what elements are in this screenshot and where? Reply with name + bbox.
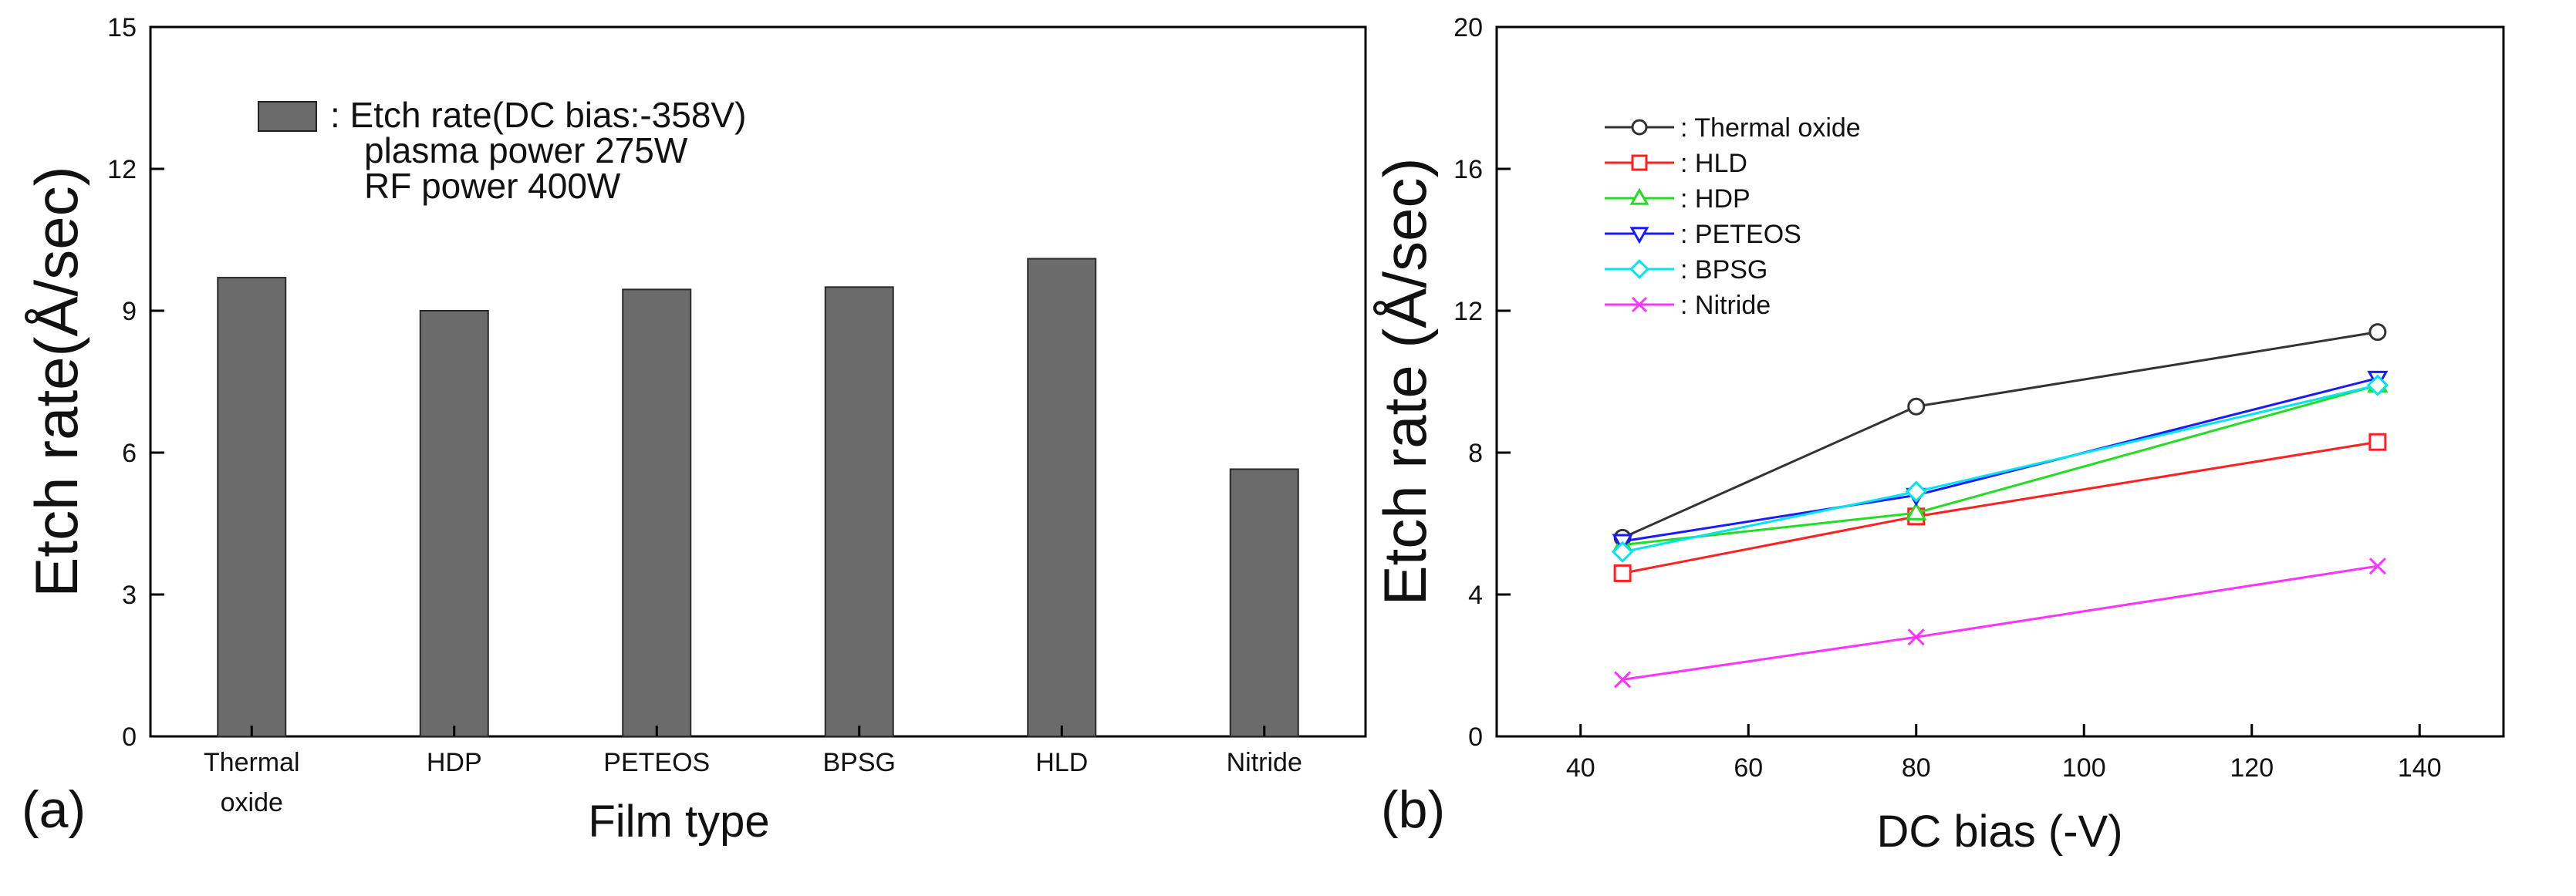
data-point-diamond <box>1905 480 1927 503</box>
series-group <box>1612 370 2389 553</box>
x-tick-label: Thermal <box>204 748 300 777</box>
legend-entry: : HLD <box>1605 149 1747 178</box>
bar-chart-panel: 0 3 6 9 12 15 Thermal oxide HDP PETEOS BPSG HLD Nit… <box>22 13 1367 847</box>
data-point-x <box>1907 628 1925 646</box>
legend-label: : HDP <box>1680 184 1751 214</box>
y-tick-label: 0 <box>122 723 137 752</box>
panel-label-a: (a) <box>22 780 86 839</box>
series-group <box>1613 433 2387 582</box>
data-point-square <box>1613 564 1632 582</box>
data-point-circle <box>2368 323 2387 342</box>
legend-label: : Etch rate(DC bias:-358V) <box>330 95 746 135</box>
legend-swatch <box>258 101 317 132</box>
x-axis-title-a: Film type <box>588 797 769 847</box>
x-axis-title-b: DC bias (-V) <box>1876 807 2122 857</box>
legend-label: : BPSG <box>1680 255 1767 285</box>
data-point-diamond <box>1612 541 1634 563</box>
series-line <box>1622 440 2378 574</box>
legend-label: : PETEOS <box>1680 220 1801 249</box>
bar <box>622 288 692 737</box>
x-tick-label: 100 <box>2062 753 2106 783</box>
x-tick-label: 40 <box>1566 753 1595 783</box>
line-chart-panel: 0 4 8 12 16 20 40 60 80 100 120 140 : Thermal oxid… <box>1371 13 2505 857</box>
legend-b: : Thermal oxide : HLD : HDP : PETEOS : BPSG:… <box>1605 113 1861 320</box>
y-axis-a: 0 3 6 9 12 15 <box>107 13 164 752</box>
data-point-x <box>1631 296 1648 313</box>
data-point-triangle-down <box>1629 227 1649 244</box>
series-line <box>1622 564 2378 681</box>
legend-entry: : HDP <box>1605 184 1751 214</box>
data-point-circle <box>1907 397 1926 416</box>
x-axis-b: 40 60 80 100 120 140 <box>1566 724 2442 783</box>
y-tick-label: 0 <box>1468 723 1483 752</box>
y-tick-label: 12 <box>1453 297 1483 326</box>
series-line <box>1622 384 2378 554</box>
data-point-square <box>2368 433 2387 451</box>
x-tick-label: Nitride <box>1227 748 1302 777</box>
series-line <box>1622 384 2378 547</box>
series-group <box>1613 323 2387 547</box>
x-axis-a: Thermal oxide HDP PETEOS BPSG HLD Nitride <box>204 726 1302 817</box>
series-lines <box>1612 323 2389 689</box>
panel-label-b: (b) <box>1381 780 1445 839</box>
series-group <box>1614 557 2386 689</box>
x-tick-label: 60 <box>1734 753 1763 783</box>
legend-entry: : Nitride <box>1605 291 1771 320</box>
y-tick-label: 16 <box>1453 155 1483 184</box>
data-point-triangle <box>1629 187 1649 205</box>
x-tick-label: 140 <box>2398 753 2442 783</box>
x-tick-label: PETEOS <box>603 748 710 777</box>
x-tick-label: BPSG <box>823 748 896 777</box>
legend-note-rf: RF power 400W <box>364 166 621 206</box>
plot-area-b <box>1495 25 2505 738</box>
x-tick-label: 80 <box>1902 753 1931 783</box>
y-tick-label: 15 <box>107 13 137 42</box>
y-tick-label: 20 <box>1453 13 1483 42</box>
legend-note-plasma: plasma power 275W <box>364 130 688 170</box>
y-tick-label: 8 <box>1468 439 1483 468</box>
x-tick-label: oxide <box>221 788 283 817</box>
legend-entry: : BPSG <box>1605 255 1767 285</box>
x-tick-label: HDP <box>427 748 482 777</box>
y-tick-label: 12 <box>107 155 137 184</box>
y-axis-b: 0 4 8 12 16 20 <box>1453 13 1511 752</box>
legend-label: : Thermal oxide <box>1680 113 1861 143</box>
legend-entry: : Thermal oxide <box>1605 113 1861 143</box>
series-line <box>1622 331 2378 539</box>
y-tick-label: 3 <box>122 581 137 610</box>
y-tick-label: 4 <box>1468 581 1483 610</box>
bar <box>419 310 489 737</box>
data-point-diamond <box>2366 374 2389 396</box>
data-point-square <box>1631 154 1648 171</box>
y-tick-label: 6 <box>122 439 137 468</box>
legend-entry: : PETEOS <box>1605 220 1801 249</box>
bar <box>1027 258 1097 737</box>
bar <box>1229 468 1299 737</box>
x-tick-label: 120 <box>2230 753 2274 783</box>
data-point-triangle <box>1906 501 1927 520</box>
series-group <box>1612 374 2389 563</box>
data-point-circle <box>1631 119 1648 136</box>
x-tick-label: HLD <box>1035 748 1088 777</box>
data-point-x <box>1614 671 1632 689</box>
legend-label: : HLD <box>1680 149 1747 178</box>
bars <box>217 258 1299 738</box>
legend-label: : Nitride <box>1680 291 1771 320</box>
y-axis-title-b: Etch rate (Å/sec) <box>1371 158 1439 606</box>
legend-a: : Etch rate(DC bias:-358V) plasma power … <box>258 95 746 206</box>
bar <box>217 277 287 738</box>
y-tick-label: 9 <box>122 297 137 326</box>
data-point-diamond <box>1629 259 1649 279</box>
plot-area-a <box>149 25 1367 738</box>
bar <box>824 286 894 738</box>
data-point-x <box>2368 557 2386 575</box>
y-axis-title-a: Etch rate(Å/sec) <box>22 166 90 597</box>
